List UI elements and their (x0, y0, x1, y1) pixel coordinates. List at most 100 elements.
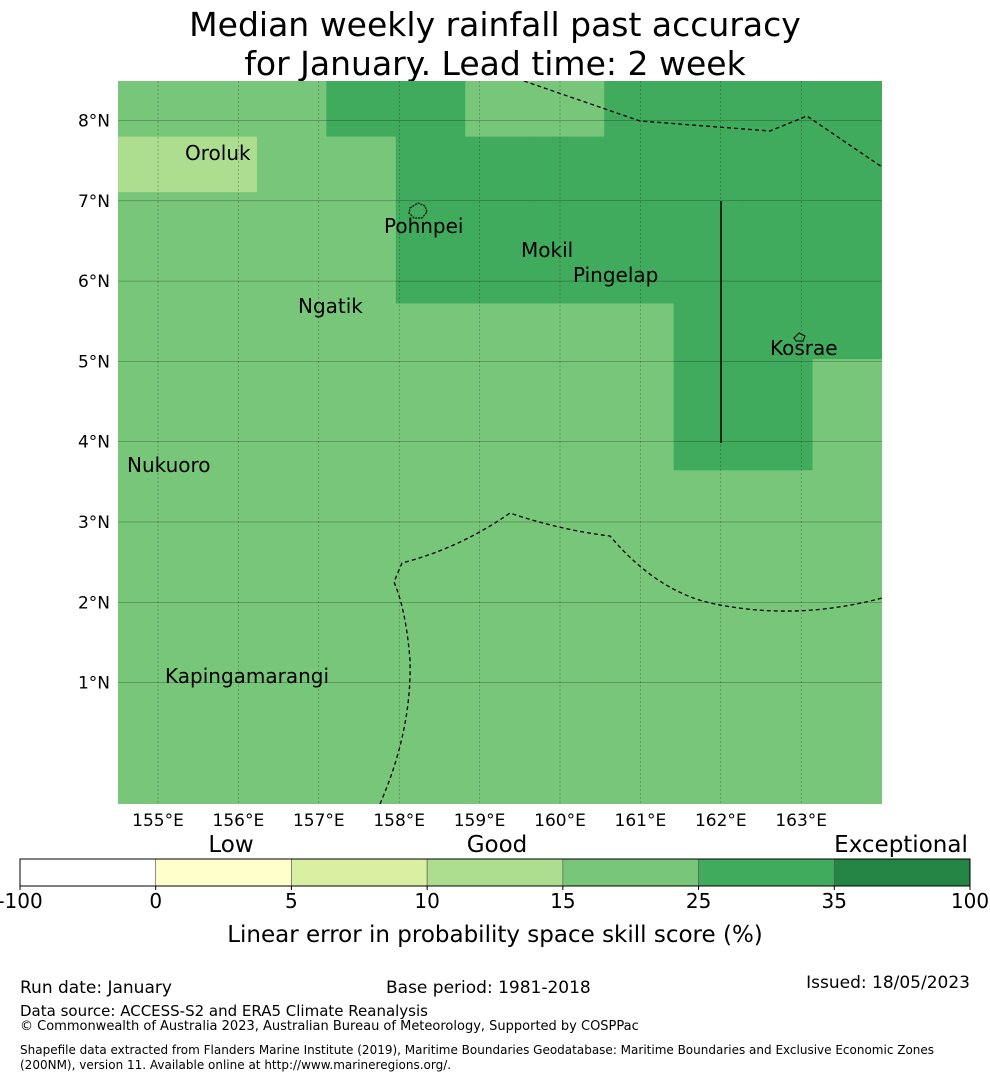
map-title-line-1: Median weekly rainfall past accuracy (189, 5, 801, 44)
skill-cell (395, 525, 466, 583)
skill-cell (743, 525, 814, 583)
skill-cell (465, 581, 536, 638)
skill-cell (187, 414, 258, 471)
skill-cell (743, 247, 814, 305)
colorbar-segment (698, 858, 835, 887)
skill-cell (187, 81, 258, 138)
skill-cell (812, 359, 882, 416)
skill-cell (743, 192, 814, 249)
colorbar-category-label: Good (467, 832, 528, 858)
colorbar-tick-label: 100 (951, 889, 989, 913)
longitude-tick-label: 161°E (615, 811, 667, 831)
skill-cell (118, 414, 189, 471)
skill-cell (326, 637, 397, 694)
skill-cell (743, 470, 814, 527)
skill-cell (812, 470, 882, 527)
skill-cell (812, 136, 882, 193)
skill-cell (187, 247, 258, 305)
skill-cell (534, 81, 605, 138)
skill-cell (118, 81, 189, 138)
colorbar-segment (426, 858, 564, 887)
skill-cell (256, 748, 327, 804)
skill-cell (743, 748, 814, 804)
longitude-tick-label: 159°E (454, 811, 506, 831)
skill-cell (326, 303, 397, 360)
skill-cell (187, 470, 258, 527)
shapefile-credit-line-1: Shapefile data extracted from Flanders M… (20, 1043, 935, 1057)
skill-cell (118, 303, 189, 360)
skill-cell (812, 637, 882, 694)
island-outlines (408, 202, 806, 342)
colorbar-segment (562, 858, 699, 887)
skill-cell (256, 470, 327, 527)
kosrae-island (793, 332, 806, 342)
eez-boundary-north (523, 81, 882, 168)
skill-cell (187, 692, 258, 749)
skill-cell (395, 303, 466, 360)
shapefile-credit-line-2: (200NM), version 11. Available online at… (20, 1058, 452, 1072)
data-source: Data source: ACCESS-S2 and ERA5 Climate … (20, 1002, 428, 1020)
skill-cell (118, 637, 189, 694)
place-label: Pingelap (573, 263, 658, 287)
skill-cell (673, 414, 744, 471)
skill-cell (604, 637, 675, 694)
skill-cell (673, 303, 744, 360)
skill-cell (395, 81, 466, 138)
skill-cell (395, 247, 466, 305)
colorbar-tick-label: 25 (686, 889, 711, 913)
skill-cell (534, 692, 605, 749)
skill-cell (256, 136, 327, 193)
longitude-tick-label: 155°E (132, 811, 184, 831)
skill-cell (812, 414, 882, 471)
skill-cell (465, 637, 536, 694)
skill-cell (395, 136, 466, 193)
skill-cell (187, 637, 258, 694)
skill-cell (743, 136, 814, 193)
skill-cell (534, 359, 605, 416)
longitude-tick-label: 156°E (213, 811, 265, 831)
skill-cell (326, 525, 397, 583)
skill-cell (395, 748, 466, 804)
skill-cell (673, 81, 744, 138)
skill-cell (673, 748, 744, 804)
latitude-tick-label: 4°N (78, 433, 110, 453)
skill-cell (812, 525, 882, 583)
skill-cell (118, 247, 189, 305)
skill-cell (326, 81, 397, 138)
skill-cell (326, 470, 397, 527)
skill-cell (256, 81, 327, 138)
skill-cell (118, 692, 189, 749)
skill-cell (604, 81, 675, 138)
place-label: Ngatik (298, 294, 363, 318)
skill-cell (256, 359, 327, 416)
skill-cell (395, 637, 466, 694)
latitude-tick-label: 5°N (78, 352, 110, 372)
skill-cell (118, 581, 189, 638)
skill-cell (395, 581, 466, 638)
place-label: Pohnpei (384, 214, 464, 238)
skill-cell (604, 414, 675, 471)
skill-cell (812, 692, 882, 749)
colorbar-segment (833, 858, 971, 887)
skill-cell (326, 581, 397, 638)
skill-cell (256, 692, 327, 749)
skill-cell (812, 192, 882, 249)
skill-cell (465, 414, 536, 471)
latitude-tick-label: 7°N (78, 192, 110, 212)
longitude-ticks: 155°E 156°E 157°E 158°E 159°E 160°E 161°E 162°E… (132, 811, 827, 831)
skill-cell (187, 581, 258, 638)
latitude-ticks: 8°N 7°N 6°N 5°N 4°N 3°N 2°N 1°N (78, 112, 110, 694)
skill-cell (743, 359, 814, 416)
skill-cell (673, 192, 744, 249)
skill-cell (534, 581, 605, 638)
skill-cell (812, 581, 882, 638)
skill-cell (187, 136, 258, 193)
skill-cell (326, 192, 397, 249)
skill-cell (256, 637, 327, 694)
skill-cell (465, 81, 536, 138)
copyright: © Commonwealth of Australia 2023, Austra… (20, 1019, 639, 1034)
colorbar-tick-label: 0 (149, 889, 162, 913)
